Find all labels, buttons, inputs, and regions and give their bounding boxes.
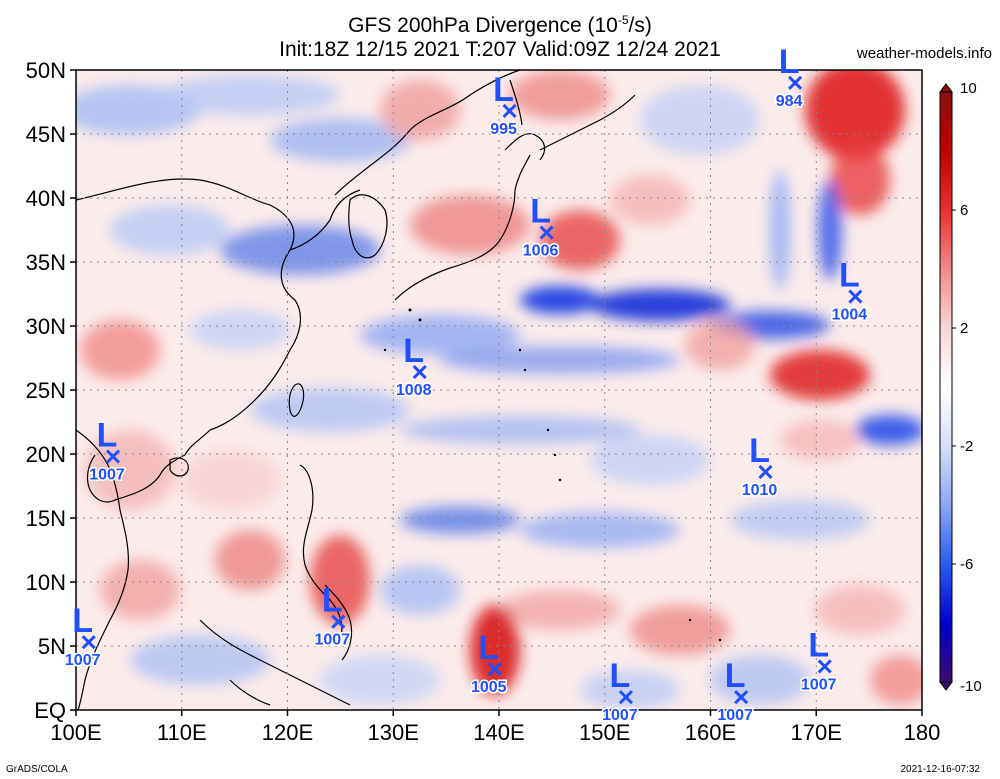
low-cross: [105, 449, 121, 464]
islands: [383, 308, 722, 642]
low-cross: [487, 661, 502, 677]
y-tick-label: 10N: [26, 570, 66, 595]
y-tick-label: 15N: [26, 506, 66, 531]
low-pressure-value: 1006: [523, 243, 559, 260]
low-letter: L: [530, 193, 551, 231]
x-tick-label: 130E: [368, 720, 419, 745]
x-tick-label: 100E: [50, 720, 101, 745]
low-letter: L: [610, 657, 631, 695]
low-center-marker: L 1007: [313, 582, 352, 651]
y-tick-label: 20N: [26, 442, 66, 467]
low-letter: L: [839, 257, 860, 295]
low-center-marker: L 1007: [799, 626, 838, 695]
low-cross: [412, 365, 427, 380]
low-cross: [817, 659, 832, 674]
low-pressure-value: 1007: [801, 676, 837, 693]
x-tick-label: 180: [904, 720, 941, 745]
low-pressure-value: 1010: [742, 482, 778, 499]
low-center-marker: L 1007: [88, 417, 127, 486]
low-letter: L: [322, 582, 343, 620]
low-center-marker: L 984: [774, 43, 804, 112]
colorbar-bottom-cap: [939, 681, 953, 691]
lat-lon-grid: [76, 70, 922, 710]
low-cross: [502, 103, 517, 119]
low-letter: L: [725, 657, 746, 695]
low-cross: [734, 690, 749, 705]
grads-credit: GrADS/COLA: [6, 764, 68, 775]
axis-ticks: [70, 69, 923, 716]
low-letter: L: [72, 602, 93, 640]
low-center-marker: L 1010: [740, 432, 779, 501]
low-letter: L: [403, 332, 424, 370]
y-tick-label: EQ: [34, 698, 66, 723]
y-tick-label: 40N: [26, 186, 66, 211]
y-tick-label: 50N: [26, 58, 66, 83]
y-tick-label: 45N: [26, 122, 66, 147]
x-tick-label: 150E: [579, 720, 630, 745]
colorbar: 10 6 2 -2 -6 -10: [939, 80, 982, 695]
colorbar-label: -2: [960, 438, 973, 455]
low-letter: L: [779, 43, 800, 81]
low-cross: [758, 464, 773, 479]
low-pressure-value: 1005: [471, 679, 507, 696]
low-pressure-value: 1007: [717, 707, 753, 724]
y-tick-label: 35N: [26, 250, 66, 275]
colorbar-label: -10: [960, 678, 982, 695]
low-letter: L: [493, 71, 514, 109]
x-tick-label: 170E: [791, 720, 842, 745]
low-pressure-centers: L 995 L 984 L 1006 L 1004 L 1008 L 1007 L 1010 L 1007 L 1…: [63, 43, 869, 726]
x-tick-label: 140E: [473, 720, 524, 745]
y-tick-label: 25N: [26, 378, 66, 403]
low-center-marker: L 995: [489, 71, 519, 140]
coastlines: [76, 70, 636, 710]
low-cross: [618, 690, 633, 705]
x-tick-label: 110E: [157, 720, 207, 745]
low-center-marker: L 1004: [830, 257, 869, 326]
low-pressure-value: 1004: [832, 307, 868, 324]
low-center-marker: L 1005: [469, 629, 508, 698]
colorbar-label: 6: [960, 202, 968, 219]
low-cross: [539, 225, 554, 240]
low-center-marker: L 1007: [716, 657, 755, 726]
y-tick-label: 5N: [38, 634, 66, 659]
low-pressure-value: 1007: [602, 707, 638, 724]
colorbar-top-cap: [939, 83, 953, 93]
colorbar-label: 10: [960, 80, 977, 97]
x-tick-label: 160E: [685, 720, 736, 745]
low-letter: L: [97, 417, 118, 455]
y-tick-label: 30N: [26, 314, 66, 339]
colorbar-label: -6: [960, 556, 973, 573]
low-cross: [848, 289, 863, 304]
low-pressure-value: 995: [490, 121, 517, 138]
site-watermark: weather-models.info: [856, 45, 992, 62]
longitude-labels: 100E 110E 120E 130E 140E 150E 160E 170E 180: [50, 720, 940, 745]
low-center-marker: L 1008: [394, 332, 433, 401]
low-center-marker: L 1007: [63, 602, 102, 671]
x-tick-label: 120E: [262, 720, 313, 745]
low-cross: [788, 75, 803, 90]
low-cross: [81, 635, 96, 650]
chart-subtitle: Init:18Z 12/15 2021 T:207 Valid:09Z 12/2…: [279, 38, 721, 61]
low-center-marker: L 1006: [521, 193, 560, 262]
low-cross: [331, 614, 346, 629]
low-letter: L: [749, 432, 770, 470]
low-pressure-value: 1008: [396, 382, 432, 399]
low-pressure-value: 1007: [314, 632, 350, 649]
low-pressure-value: 984: [776, 93, 803, 110]
colorbar-gradient: [939, 91, 953, 683]
low-pressure-value: 1007: [89, 467, 125, 484]
latitude-labels: EQ 5N 10N 15N 20N 25N 30N 35N 40N 45N 50N: [26, 58, 66, 723]
colorbar-label: 2: [960, 320, 968, 337]
chart-title: GFS 200hPa Divergence (10-5/s): [348, 13, 652, 37]
render-timestamp: 2021-12-16-07:32: [900, 764, 980, 775]
low-letter: L: [478, 629, 499, 667]
divergence-field: [76, 70, 922, 710]
low-pressure-value: 1007: [65, 652, 101, 669]
low-letter: L: [808, 626, 829, 664]
low-center-marker: L 1007: [601, 657, 640, 726]
